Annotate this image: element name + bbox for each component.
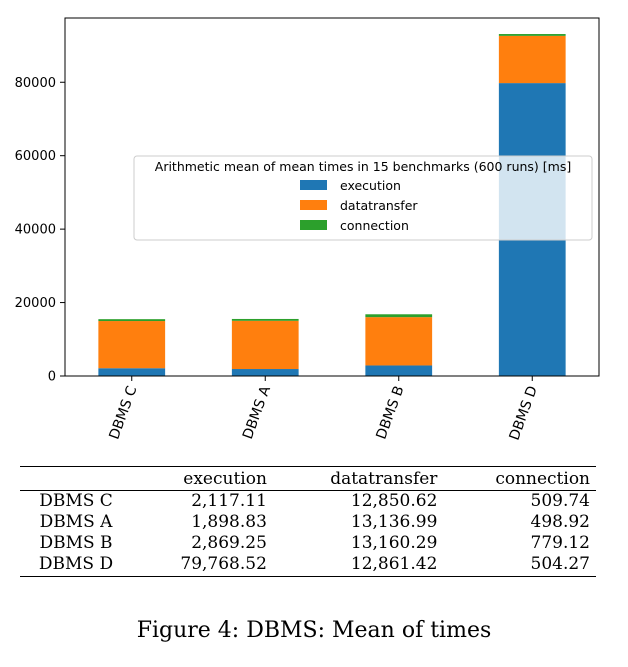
bar-datatransfer-0: [98, 321, 166, 369]
table-row: DBMS B 2,869.25 13,160.29 779.12: [20, 533, 596, 554]
table-header-cell: execution: [132, 466, 273, 491]
figure-caption: Figure 4: DBMS: Mean of times: [136, 618, 492, 643]
table-cell: 13,160.29: [350, 533, 438, 553]
y-tick-label: 80000: [15, 76, 56, 91]
legend-title: Arithmetic mean of mean times in 15 benc…: [155, 159, 571, 174]
x-tick-label: DBMS B: [374, 384, 408, 442]
bar-execution-2: [365, 365, 433, 376]
bar-connection-0: [98, 319, 166, 322]
bar-execution-0: [98, 368, 166, 376]
data-table: execution datatransfer connection DBMS C…: [20, 466, 596, 577]
legend-label-execution: execution: [340, 178, 401, 193]
legend-box: [133, 155, 593, 241]
table-cell: 779.12: [530, 533, 590, 553]
table-cell: 13,136.99: [350, 512, 438, 532]
legend: Arithmetic mean of mean times in 15 benc…: [133, 155, 593, 241]
table-cell: 2,869.25: [191, 533, 267, 553]
plot-frame: [64, 17, 600, 377]
table-cell: 509.74: [530, 491, 590, 511]
table-header-cell: [20, 466, 132, 491]
table-cell: 79,768.52: [132, 554, 273, 577]
bar-execution-1: [231, 369, 299, 376]
table-cell: 1,898.83: [191, 512, 267, 532]
stacked-bar-chart: 0 20000 40000 60000 80000 DBMS C DBMS A DBMS B…: [15, 17, 600, 443]
x-axis: DBMS C DBMS A DBMS B DBMS D: [106, 376, 541, 443]
table-header-cell: datatransfer: [272, 466, 444, 491]
legend-swatch-connection: [300, 220, 327, 230]
legend-label-connection: connection: [340, 218, 409, 233]
legend-swatch-execution: [300, 180, 327, 190]
table-header-row: execution datatransfer connection: [20, 466, 596, 491]
table-row: DBMS D 79,768.52 12,861.42 504.27: [20, 554, 596, 577]
y-tick-label: 60000: [15, 149, 56, 164]
table-cell: 498.92: [530, 512, 590, 532]
table-cell: DBMS D: [20, 554, 132, 577]
table-cell: DBMS A: [39, 512, 113, 532]
bar-datatransfer-2: [365, 317, 433, 366]
table-row: DBMS A 1,898.83 13,136.99 498.92: [20, 512, 596, 533]
legend-items: execution datatransfer connection: [300, 178, 418, 233]
table-cell: DBMS B: [39, 533, 113, 553]
bar-connection-3: [498, 34, 566, 36]
bar-connection-2: [365, 314, 433, 318]
table-cell: 504.27: [443, 554, 596, 577]
y-tick-label: 20000: [15, 296, 56, 311]
legend-label-datatransfer: datatransfer: [340, 198, 418, 213]
table-cell: DBMS C: [39, 491, 113, 511]
bar-connection-1: [231, 318, 299, 321]
table-cell: 2,117.11: [191, 491, 267, 511]
y-axis: 0 20000 40000 60000 80000: [15, 76, 65, 385]
table-row: DBMS C 2,117.11 12,850.62 509.74: [20, 491, 596, 513]
x-tick-label: DBMS A: [240, 384, 274, 442]
y-tick-label: 0: [48, 370, 56, 385]
x-tick-label: DBMS D: [507, 384, 541, 443]
y-tick-label: 40000: [15, 223, 56, 238]
bar-datatransfer-1: [231, 320, 299, 370]
x-tick-label: DBMS C: [106, 384, 140, 442]
table-cell: 12,850.62: [350, 491, 438, 511]
table-header-cell: connection: [443, 466, 596, 491]
legend-swatch-datatransfer: [300, 200, 327, 210]
bar-datatransfer-3: [498, 35, 566, 84]
table-cell: 12,861.42: [272, 554, 444, 577]
